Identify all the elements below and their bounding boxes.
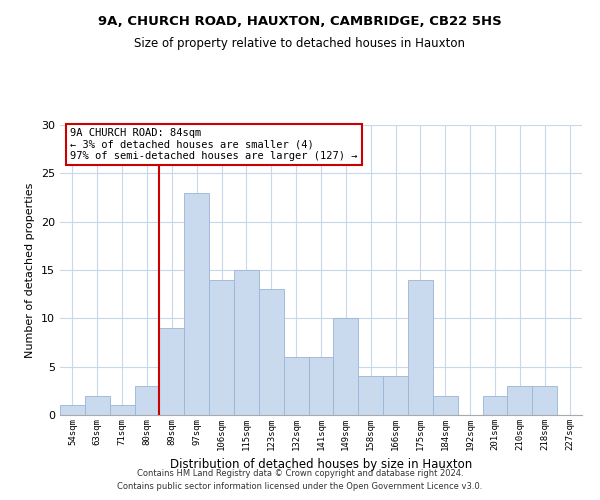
- Bar: [160, 328, 184, 415]
- Bar: [110, 406, 134, 415]
- Text: Contains public sector information licensed under the Open Government Licence v3: Contains public sector information licen…: [118, 482, 482, 491]
- Bar: [234, 270, 259, 415]
- Bar: [482, 396, 508, 415]
- Bar: [433, 396, 458, 415]
- Bar: [60, 406, 85, 415]
- Bar: [134, 386, 160, 415]
- Bar: [284, 357, 308, 415]
- Y-axis label: Number of detached properties: Number of detached properties: [25, 182, 35, 358]
- X-axis label: Distribution of detached houses by size in Hauxton: Distribution of detached houses by size …: [170, 458, 472, 471]
- Bar: [184, 192, 209, 415]
- Text: Contains HM Land Registry data © Crown copyright and database right 2024.: Contains HM Land Registry data © Crown c…: [137, 468, 463, 477]
- Bar: [308, 357, 334, 415]
- Bar: [85, 396, 110, 415]
- Bar: [259, 290, 284, 415]
- Bar: [532, 386, 557, 415]
- Bar: [358, 376, 383, 415]
- Bar: [209, 280, 234, 415]
- Text: Size of property relative to detached houses in Hauxton: Size of property relative to detached ho…: [134, 38, 466, 51]
- Text: 9A CHURCH ROAD: 84sqm
← 3% of detached houses are smaller (4)
97% of semi-detach: 9A CHURCH ROAD: 84sqm ← 3% of detached h…: [70, 128, 358, 161]
- Bar: [383, 376, 408, 415]
- Bar: [408, 280, 433, 415]
- Bar: [508, 386, 532, 415]
- Bar: [334, 318, 358, 415]
- Text: 9A, CHURCH ROAD, HAUXTON, CAMBRIDGE, CB22 5HS: 9A, CHURCH ROAD, HAUXTON, CAMBRIDGE, CB2…: [98, 15, 502, 28]
